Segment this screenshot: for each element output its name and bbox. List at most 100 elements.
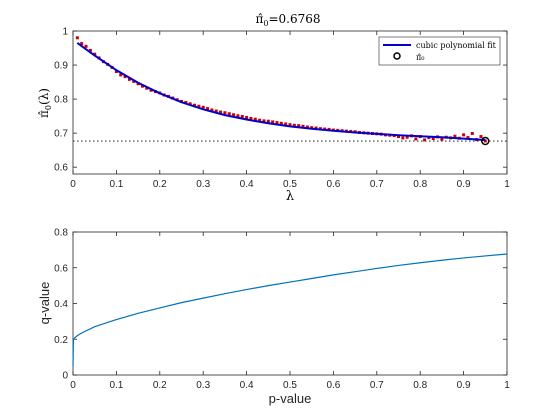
top-xtick-label: 0.2 (153, 179, 167, 190)
legend-box (378, 36, 501, 66)
lambda-point (401, 136, 405, 140)
lambda-point (483, 139, 487, 143)
lambda-point (223, 111, 227, 115)
lambda-point (310, 126, 314, 130)
lambda-point (75, 36, 79, 40)
lambda-point (262, 119, 266, 123)
top-ytick-label: 0.7 (54, 129, 68, 140)
lambda-point (405, 135, 409, 139)
bottom-xtick-label: 0.3 (196, 380, 210, 391)
top-ytick-label: 0.9 (54, 61, 68, 72)
bottom-xtick-label: 0.4 (240, 380, 254, 391)
top-ytick-label: 0.6 (54, 163, 68, 174)
lambda-point (414, 137, 418, 141)
top-xtick-label: 0.4 (240, 179, 254, 190)
lambda-point (201, 105, 205, 109)
lambda-point (440, 137, 444, 141)
lambda-point (284, 122, 288, 126)
qvalue-curve (72, 253, 508, 367)
lambda-point (245, 115, 249, 119)
lambda-point (219, 110, 223, 114)
lambda-point (423, 138, 427, 142)
bottom-axes-box (72, 231, 508, 376)
lambda-point (149, 88, 153, 92)
lambda-point (227, 112, 231, 116)
lambda-point (301, 124, 305, 128)
legend-marker-swatch (393, 52, 401, 60)
lambda-point (188, 102, 192, 106)
bottom-ytick-label: 0 (62, 371, 68, 382)
pi0-marker (481, 136, 490, 146)
lambda-point (431, 137, 435, 141)
top-title-base: π̂ (255, 12, 263, 26)
lambda-point (80, 42, 84, 46)
top-ytick-label: 0.8 (54, 95, 68, 106)
legend-fit-label: cubic polynomial fit (416, 41, 497, 50)
lambda-point (119, 73, 123, 77)
lambda-point (210, 108, 214, 112)
top-xtick-label: 0.9 (457, 179, 471, 190)
bottom-xtick-label: 0.5 (283, 380, 297, 391)
lambda-point (305, 125, 309, 129)
top-axes: 0 0.1 0.2 0.3 0.4 0.5 0.6 0.7 0.8 0.9 1 0.60.70.80… (37, 12, 510, 204)
bottom-axes: 0 0.1 0.2 0.3 0.4 0.5 0.6 0.7 0.8 0.9 1 0 0.2 0.4 0.6… (37, 228, 510, 407)
lambda-point (93, 52, 97, 56)
top-xtick-label: 1 (504, 179, 510, 190)
top-xtick-label: 0.8 (413, 179, 427, 190)
top-xtick-label: 0.3 (196, 179, 210, 190)
top-xlabel: λ (286, 189, 294, 204)
bottom-xlabel: p-value (269, 391, 312, 406)
top-ylabel-arg: (λ) (37, 88, 51, 105)
lambda-point (84, 44, 88, 48)
cubic-fit-line (76, 42, 486, 141)
lambda-point (462, 133, 466, 137)
lambda-point (240, 114, 244, 118)
bottom-xtick-label: 0.8 (413, 380, 427, 391)
bottom-xtick-label: 0 (70, 380, 76, 391)
lambda-point (127, 77, 131, 81)
lambda-point (479, 135, 483, 139)
lambda-point (466, 136, 470, 140)
lambda-point (193, 103, 197, 107)
top-xtick-label: 0.7 (370, 179, 384, 190)
bottom-x-ticks: 0 0.1 0.2 0.3 0.4 0.5 0.6 0.7 0.8 0.9 1 (70, 232, 510, 391)
bottom-ytick-label: 0.6 (54, 263, 68, 274)
top-title: π̂0=0.6768 (255, 12, 320, 28)
lambda-point (232, 113, 236, 117)
lambda-point (132, 79, 136, 83)
lambda-point (258, 118, 262, 122)
top-xtick-label: 0.6 (326, 179, 340, 190)
lambda-point (114, 70, 118, 74)
bottom-ylabel: q-value (37, 282, 52, 325)
lambda-point (88, 48, 92, 52)
lambda-point (397, 135, 400, 139)
bottom-xtick-label: 0.1 (109, 380, 123, 391)
top-x-ticks: 0 0.1 0.2 0.3 0.4 0.5 0.6 0.7 0.8 0.9 1 (70, 31, 510, 190)
lambda-point (145, 86, 149, 90)
bottom-ytick-label: 0.8 (54, 228, 68, 239)
top-ytick-label: 1 (62, 27, 68, 38)
lambda-point (470, 131, 474, 135)
bottom-ytick-label: 0.2 (54, 335, 68, 346)
lambda-point (253, 117, 257, 121)
lambda-point (249, 117, 253, 121)
top-title-sub: 0 (263, 19, 268, 28)
top-ylabel-base: π̂ (37, 110, 51, 118)
lambda-point (314, 126, 318, 130)
top-xtick-label: 0.5 (283, 179, 297, 190)
lambda-point (453, 134, 457, 138)
lambda-point (271, 120, 275, 124)
bottom-xtick-label: 0.7 (370, 380, 384, 391)
lambda-point (279, 121, 283, 125)
lambda-point (206, 107, 210, 111)
lambda-point (288, 123, 292, 127)
bottom-xtick-label: 0.2 (153, 380, 167, 391)
lambda-point (197, 104, 201, 108)
top-xtick-label: 0 (70, 179, 76, 190)
top-ylabel-sub: 0 (44, 105, 53, 110)
bottom-ytick-label: 0.4 (54, 299, 68, 310)
top-ylabel: π̂0(λ) (37, 88, 53, 118)
bottom-xtick-label: 0.6 (326, 380, 340, 391)
top-xtick-label: 0.1 (109, 179, 123, 190)
lambda-point (266, 119, 270, 123)
